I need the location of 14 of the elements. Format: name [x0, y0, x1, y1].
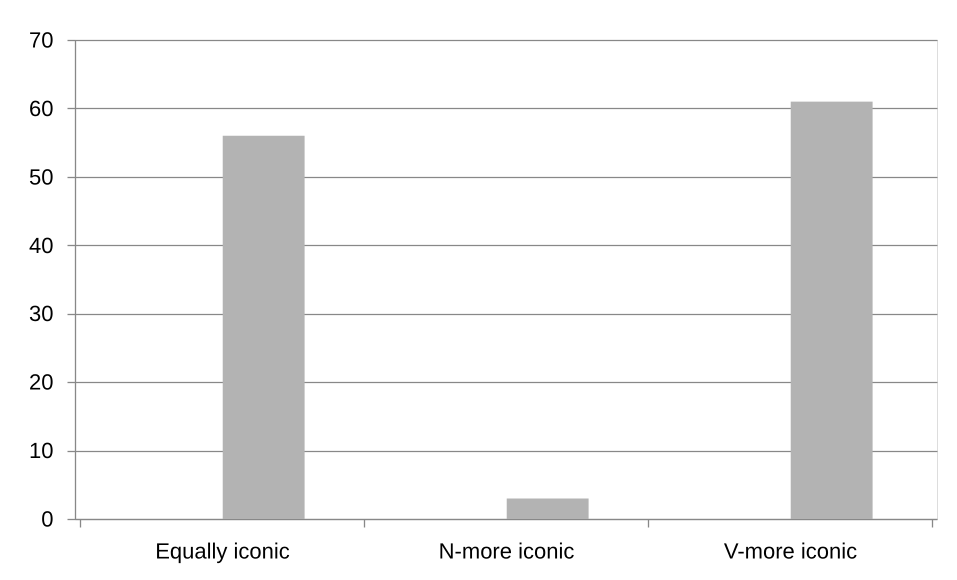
x-tick-label: Equally iconic	[155, 538, 290, 564]
x-tick-label: N-more iconic	[438, 538, 574, 564]
x-tick-label: V-more iconic	[724, 538, 858, 564]
y-tick-label: 0	[41, 506, 54, 532]
y-tick-label: 30	[29, 301, 54, 326]
y-tick-label: 60	[29, 96, 54, 121]
y-tick-label: 10	[29, 438, 54, 464]
bar	[506, 498, 589, 519]
y-tick-label: 70	[29, 28, 54, 52]
y-tick-label: 20	[29, 370, 54, 395]
y-tick-label: 50	[29, 164, 54, 190]
bar	[790, 102, 873, 519]
y-tick-label: 40	[29, 232, 54, 258]
bar	[222, 136, 305, 519]
